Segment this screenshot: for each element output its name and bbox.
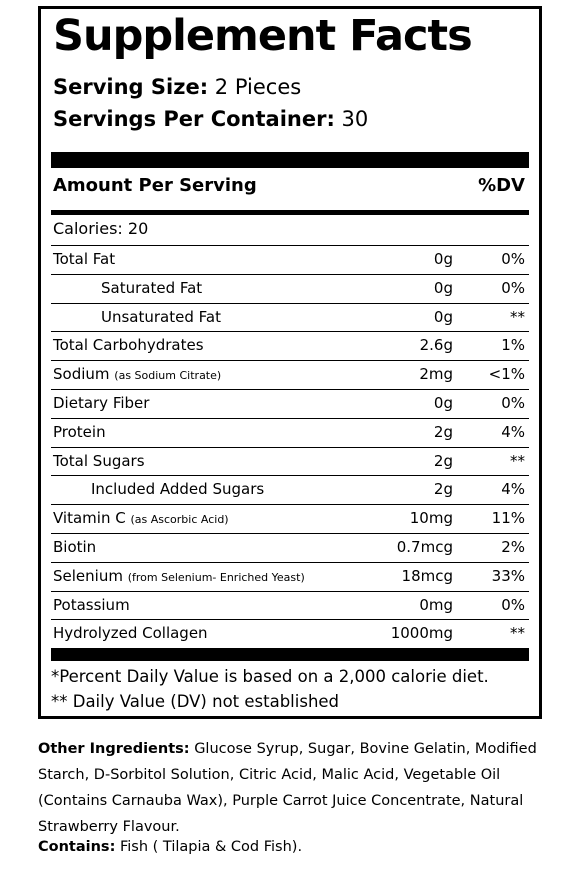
nutrient-dv: 0% <box>501 250 525 268</box>
nutrient-row: Total Fat 0g 0% <box>51 246 529 275</box>
nutrient-amount: 2g <box>433 451 453 470</box>
amount-per-serving-heading: Amount Per Serving <box>53 175 257 196</box>
nutrient-row: Sodium (as Sodium Citrate) 2mg <1% <box>51 361 529 390</box>
nutrient-dv: 2% <box>501 537 525 556</box>
thick-divider <box>51 152 529 168</box>
nutrient-dv: 4% <box>501 480 525 499</box>
medium-divider <box>51 210 529 215</box>
serving-size-label: Serving Size: <box>53 75 209 99</box>
nutrient-row: Included Added Sugars 2g 4% <box>51 476 529 506</box>
nutrient-amount: 0mg <box>419 595 453 614</box>
nutrient-name: Biotin <box>53 537 97 556</box>
other-ingredients-text: Glucose Syrup, Sugar, Bovine Gelatin, Mo… <box>38 741 537 835</box>
servings-per-container: Servings Per Container: 30 <box>53 109 368 130</box>
nutrient-row: Biotin 0.7mcg 2% <box>51 534 529 563</box>
nutrient-row: Potassium 0mg 0% <box>51 592 529 621</box>
nutrient-amount: 2mg <box>419 365 453 384</box>
nutrient-dv: ** <box>510 307 525 326</box>
nutrient-name: Total Carbohydrates <box>53 336 204 355</box>
footnote-percent-dv: *Percent Daily Value is based on a 2,000… <box>51 667 489 686</box>
nutrient-amount: 2g <box>433 480 453 499</box>
nutrient-name: Protein <box>53 422 106 441</box>
nutrient-dv: 4% <box>501 422 525 441</box>
nutrient-name-main: Vitamin C <box>53 509 126 528</box>
nutrient-name: Total Sugars <box>53 451 145 470</box>
nutrient-row: Protein 2g 4% <box>51 419 529 448</box>
nutrient-row: Saturated Fat 0g 0% <box>51 275 529 304</box>
servings-per-container-value: 30 <box>341 107 369 131</box>
nutrient-amount: 1000mg <box>390 624 453 643</box>
nutrient-name: Unsaturated Fat <box>101 307 221 326</box>
nutrient-name: Vitamin C (as Ascorbic Acid) <box>53 511 229 526</box>
nutrient-amount: 0g <box>433 250 453 268</box>
nutrient-dv: ** <box>510 451 525 470</box>
servings-per-container-label: Servings Per Container: <box>53 107 335 131</box>
dv-heading: %DV <box>478 175 525 196</box>
contains-text: Fish ( Tilapia & Cod Fish). <box>119 839 303 855</box>
nutrient-row: Dietary Fiber 0g 0% <box>51 390 529 419</box>
nutrient-amount: 2.6g <box>419 336 453 355</box>
nutrient-name: Total Fat <box>53 250 116 268</box>
panel-title: Supplement Facts <box>53 11 473 61</box>
nutrient-name: Saturated Fat <box>101 278 203 297</box>
serving-size: Serving Size: 2 Pieces <box>53 77 301 98</box>
nutrient-row: Total Carbohydrates 2.6g 1% <box>51 332 529 362</box>
nutrient-amount: 0g <box>433 278 453 297</box>
footnote-dv-not-established: ** Daily Value (DV) not established <box>51 692 340 711</box>
thick-divider-bottom <box>51 648 529 661</box>
nutrient-dv: 1% <box>501 336 525 355</box>
nutrient-source-note: (from Selenium- Enriched Yeast) <box>127 570 305 584</box>
nutrient-name-main: Selenium <box>53 566 123 585</box>
nutrient-name: Selenium (from Selenium- Enriched Yeast) <box>53 566 305 585</box>
nutrient-amount: 18mcg <box>401 566 453 585</box>
nutrient-amount: 0g <box>433 393 453 412</box>
nutrient-source-note: (as Sodium Citrate) <box>114 369 222 383</box>
nutrient-dv: 0% <box>501 595 525 614</box>
nutrient-row: Vitamin C (as Ascorbic Acid) 10mg 11% <box>51 505 529 534</box>
allergen-statement: Contains: Fish ( Tilapia & Cod Fish). <box>38 840 302 855</box>
nutrient-name: Dietary Fiber <box>53 393 150 412</box>
nutrient-row: Hydrolyzed Collagen 1000mg ** <box>51 620 529 649</box>
nutrient-name: Hydrolyzed Collagen <box>53 624 208 643</box>
nutrient-amount: 0.7mcg <box>396 537 453 556</box>
nutrient-amount: 0g <box>433 307 453 326</box>
nutrient-dv: 0% <box>501 278 525 297</box>
contains-label: Contains: <box>38 839 116 855</box>
supplement-facts-panel: Supplement Facts Serving Size: 2 Pieces … <box>38 6 542 719</box>
nutrient-amount: 2g <box>433 422 453 441</box>
calories: Calories: 20 <box>53 219 149 238</box>
nutrient-row: Selenium (from Selenium- Enriched Yeast)… <box>51 563 529 592</box>
nutrient-name-main: Sodium <box>53 365 110 384</box>
nutrient-source-note: (as Ascorbic Acid) <box>130 513 229 527</box>
nutrient-dv: 33% <box>491 566 525 585</box>
nutrient-row: Unsaturated Fat 0g ** <box>51 304 529 333</box>
nutrient-row: Total Sugars 2g ** <box>51 448 529 477</box>
nutrient-table: Total Fat 0g 0% Saturated Fat 0g 0% Unsa… <box>51 245 529 649</box>
nutrient-dv: ** <box>510 624 525 643</box>
nutrient-dv: 11% <box>491 509 525 528</box>
other-ingredients-label: Other Ingredients: <box>38 741 190 757</box>
nutrient-name: Potassium <box>53 595 130 614</box>
serving-size-value: 2 Pieces <box>214 75 302 99</box>
nutrient-name: Sodium (as Sodium Citrate) <box>53 367 221 382</box>
nutrient-amount: 10mg <box>409 509 453 528</box>
other-ingredients: Other Ingredients: Glucose Syrup, Sugar,… <box>38 736 548 840</box>
nutrient-dv: <1% <box>488 365 525 384</box>
nutrient-dv: 0% <box>501 393 525 412</box>
nutrient-name: Included Added Sugars <box>91 480 265 499</box>
